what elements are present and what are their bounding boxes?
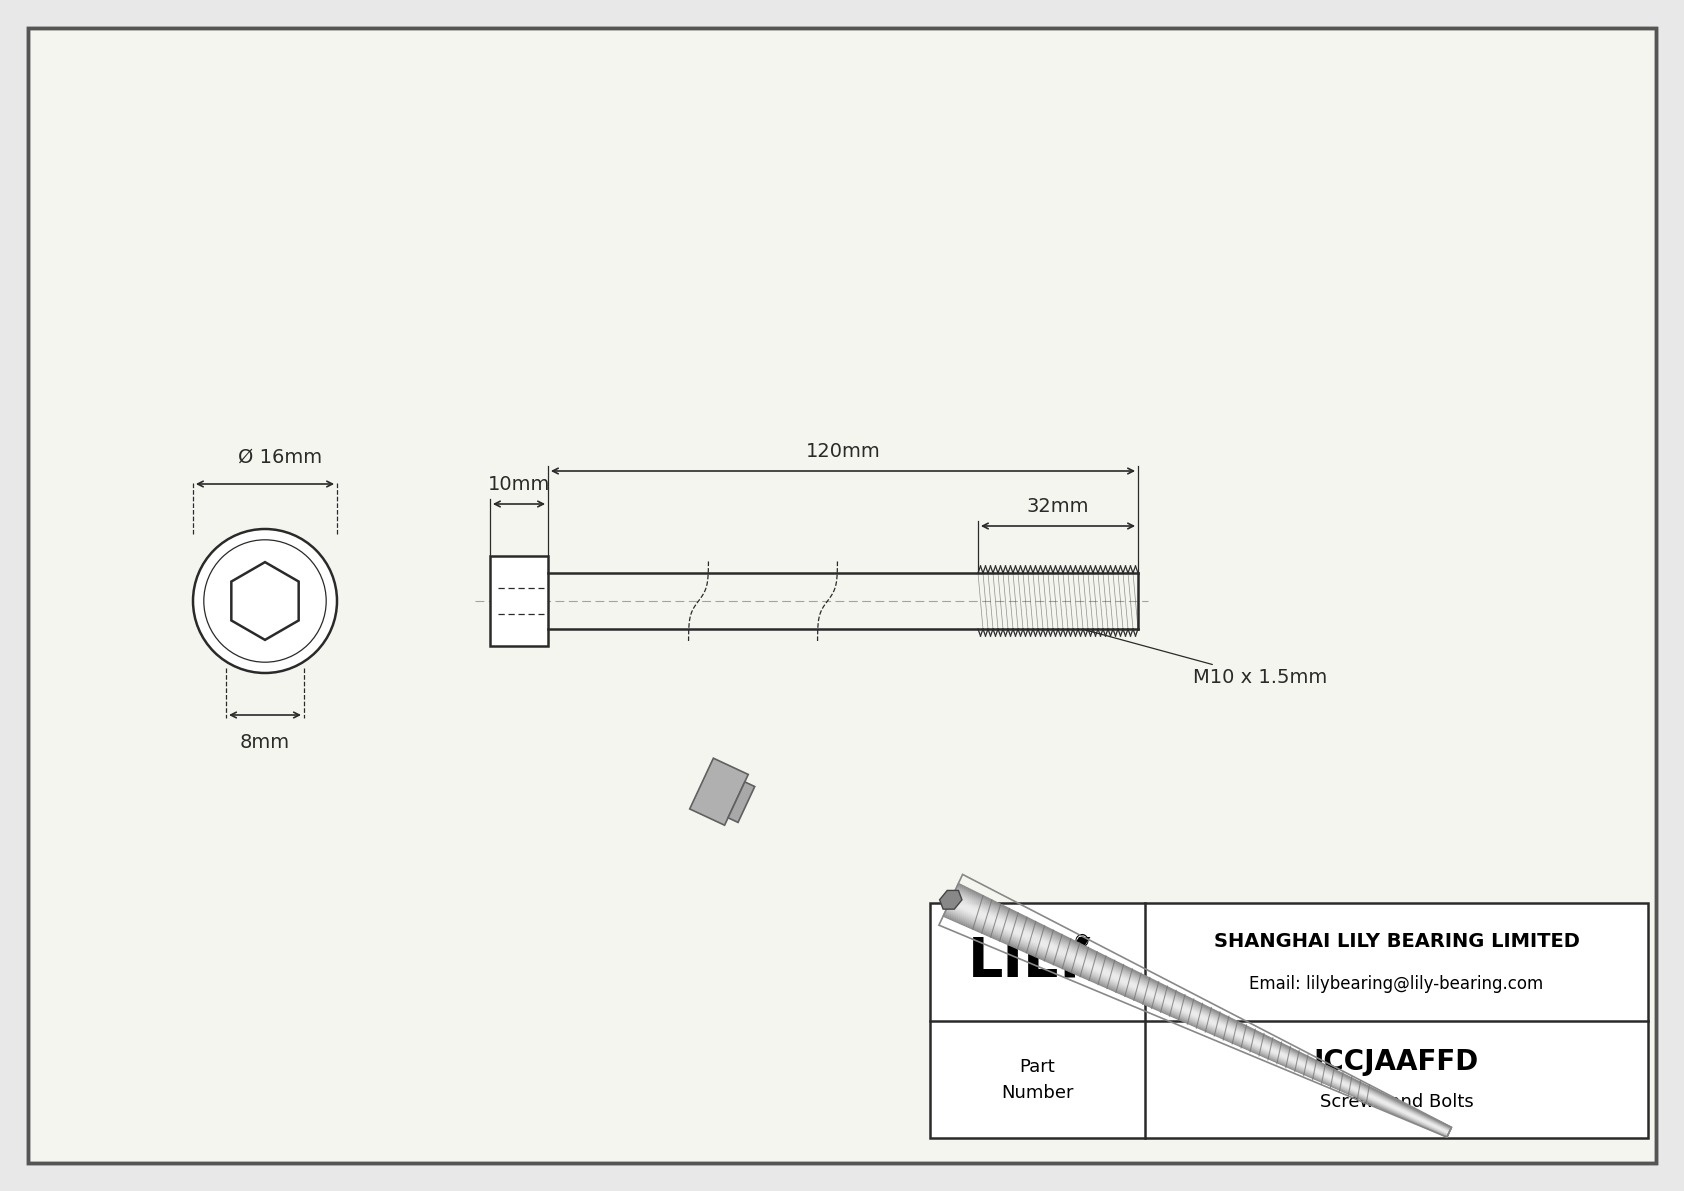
Text: LILY: LILY	[968, 935, 1091, 989]
Text: Screws and Bolts: Screws and Bolts	[1320, 1093, 1474, 1111]
Text: Ø 16mm: Ø 16mm	[237, 448, 322, 467]
Polygon shape	[1447, 1128, 1452, 1137]
Text: 120mm: 120mm	[805, 442, 881, 461]
Circle shape	[204, 540, 327, 662]
Text: JCCJAAFFD: JCCJAAFFD	[1314, 1048, 1479, 1075]
Text: SHANGHAI LILY BEARING LIMITED: SHANGHAI LILY BEARING LIMITED	[1214, 933, 1580, 952]
Text: Email: lilybearing@lily-bearing.com: Email: lilybearing@lily-bearing.com	[1250, 974, 1544, 993]
Text: M10 x 1.5mm: M10 x 1.5mm	[1084, 630, 1327, 687]
Text: ®: ®	[1073, 933, 1091, 950]
Bar	[930, 903, 1649, 1137]
Polygon shape	[690, 759, 748, 825]
Text: 10mm: 10mm	[488, 475, 551, 494]
Text: Part
Number: Part Number	[1002, 1058, 1074, 1102]
Polygon shape	[231, 562, 298, 640]
Circle shape	[194, 529, 337, 673]
Polygon shape	[940, 891, 962, 909]
Bar	[490, 556, 547, 646]
Polygon shape	[727, 781, 754, 823]
Text: 8mm: 8mm	[239, 732, 290, 752]
Text: 32mm: 32mm	[1027, 497, 1090, 516]
